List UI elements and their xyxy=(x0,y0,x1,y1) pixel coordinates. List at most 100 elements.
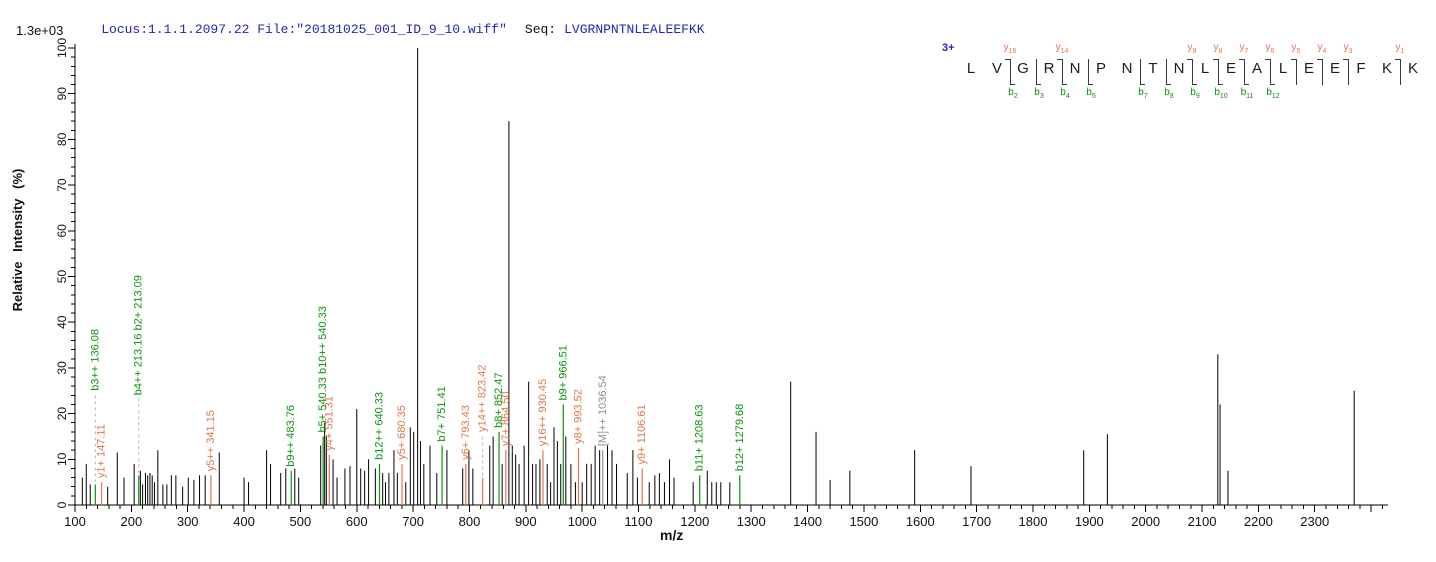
y-tick-label: 90 xyxy=(55,87,69,101)
x-tick-label: 300 xyxy=(177,514,199,529)
precursor-charge: 3+ xyxy=(942,42,955,54)
residue-letter: R xyxy=(1043,60,1055,77)
b-ion-serif xyxy=(1036,84,1041,85)
y-tick-label: 70 xyxy=(55,178,69,192)
y-ion-label: y3 xyxy=(1343,42,1353,55)
x-tick-label: 600 xyxy=(346,514,368,529)
x-tick-label: 400 xyxy=(233,514,255,529)
x-tick-label: 1000 xyxy=(568,514,597,529)
x-tick-label: 1500 xyxy=(849,514,878,529)
peak-label: y6+ 793.43 xyxy=(460,405,472,460)
peak-label: y14++ 823.42 xyxy=(477,365,489,432)
header-seq-label: Seq: xyxy=(524,22,557,37)
b-ion-serif xyxy=(1166,84,1171,85)
y-tick-label: 80 xyxy=(55,132,69,146)
residue-letter: E xyxy=(1225,60,1236,77)
peak-label: b12++ 640.33 xyxy=(373,392,385,460)
b-ion-serif xyxy=(1192,84,1197,85)
y-tick-label: 60 xyxy=(55,224,69,238)
b-ion-label: b4 xyxy=(1060,87,1070,100)
residue-letter: E xyxy=(1303,60,1314,77)
y-ion-label: y16 xyxy=(1003,42,1017,55)
residue-letter: A xyxy=(1251,60,1262,77)
residue-letter: E xyxy=(1329,60,1340,77)
x-tick-label: 2000 xyxy=(1131,514,1160,529)
peak-label: b5+ 540.33 b10++ 540.33 xyxy=(317,306,329,432)
peak-label: [M]++ 1036.54 xyxy=(597,375,609,446)
residue-letter: L xyxy=(1200,60,1210,77)
x-tick-label: 1400 xyxy=(793,514,822,529)
x-tick-label: 1300 xyxy=(737,514,766,529)
residue-letter: V xyxy=(991,60,1002,77)
peak-label: y8+ 993.52 xyxy=(573,389,585,444)
peak-label: y16++ 930.45 xyxy=(537,379,549,446)
residue-letter: G xyxy=(1017,60,1029,77)
b-ion-serif xyxy=(1140,84,1145,85)
fragment-divider-line xyxy=(1036,59,1037,85)
y-ion-label: y14 xyxy=(1055,42,1069,55)
y-tick-label: 30 xyxy=(55,361,69,375)
y-ion-serif xyxy=(1395,59,1400,60)
fragment-divider-line xyxy=(1088,59,1089,85)
b-ion-label: b11 xyxy=(1240,87,1254,100)
x-tick-label: 2300 xyxy=(1300,514,1329,529)
peak-label: b9++ 483.76 xyxy=(285,405,297,467)
x-tick-label: 700 xyxy=(402,514,424,529)
peak-label: b11+ 1208.63 xyxy=(694,405,706,472)
b-ion-serif xyxy=(1010,84,1015,85)
intensity-scale-note: 1.3e+03 xyxy=(16,23,64,38)
residue-letter: L xyxy=(966,60,976,77)
peak-label: y9+ 1106.61 xyxy=(636,404,648,464)
residue-letter: P xyxy=(1095,60,1106,77)
b-ion-label: b12 xyxy=(1266,87,1280,100)
peak-label: b8+ 852.47 xyxy=(493,373,505,428)
b-ion-label: b7 xyxy=(1138,87,1148,100)
y-tick-label: 20 xyxy=(55,407,69,421)
y-tick-label: 0 xyxy=(55,501,69,508)
peak-label: y5+ 680.35 xyxy=(396,405,408,460)
b-ion-serif xyxy=(1218,84,1223,85)
fragment-divider-line xyxy=(1244,59,1245,85)
b-ion-serif xyxy=(1062,84,1067,85)
b-ion-label: b10 xyxy=(1214,87,1228,100)
residue-letter: N xyxy=(1069,60,1081,77)
y-ion-serif xyxy=(1317,59,1322,60)
y-ion-label: y7 xyxy=(1239,42,1249,55)
y-ion-serif xyxy=(1239,59,1244,60)
fragment-divider-line xyxy=(1166,59,1167,85)
peak-label: b12+ 1279.68 xyxy=(734,404,746,472)
y-ion-label: y8 xyxy=(1213,42,1223,55)
x-tick-label: 2200 xyxy=(1244,514,1273,529)
x-tick-label: 1800 xyxy=(1019,514,1048,529)
fragment-divider-line xyxy=(1400,59,1401,85)
residue-letter: F xyxy=(1356,60,1366,77)
y-ion-label: y9 xyxy=(1187,42,1197,55)
x-tick-label: 1700 xyxy=(962,514,991,529)
peak-label: y4+ 551.31 xyxy=(323,396,335,451)
b-ion-label: b3 xyxy=(1034,87,1044,100)
y-ion-serif xyxy=(1187,59,1192,60)
y-ion-label: y6 xyxy=(1265,42,1275,55)
y-ion-serif xyxy=(1005,59,1010,60)
x-tick-label: 2100 xyxy=(1188,514,1217,529)
residue-letter: T xyxy=(1148,60,1158,77)
y-ion-serif xyxy=(1057,59,1062,60)
y-tick-label: 10 xyxy=(55,452,69,466)
b-ion-serif xyxy=(1088,84,1093,85)
y-ion-serif xyxy=(1213,59,1218,60)
fragment-divider-line xyxy=(1192,59,1193,85)
residue-letter: N xyxy=(1173,60,1185,77)
x-tick-label: 800 xyxy=(459,514,481,529)
residue-letter: N xyxy=(1121,60,1133,77)
peak-label: b3++ 136.08 xyxy=(89,329,101,391)
b-ion-label: b2 xyxy=(1008,87,1018,100)
peak-label: y5++ 341.15 xyxy=(205,410,217,471)
x-tick-label: 900 xyxy=(515,514,537,529)
header-locus-file: Locus:1.1.1.2097.22 File:"20181025_001_I… xyxy=(101,22,507,37)
peak-label: b7+ 751.41 xyxy=(436,386,448,441)
y-ion-label: y1 xyxy=(1395,42,1405,55)
fragment-divider-line xyxy=(1140,59,1141,85)
